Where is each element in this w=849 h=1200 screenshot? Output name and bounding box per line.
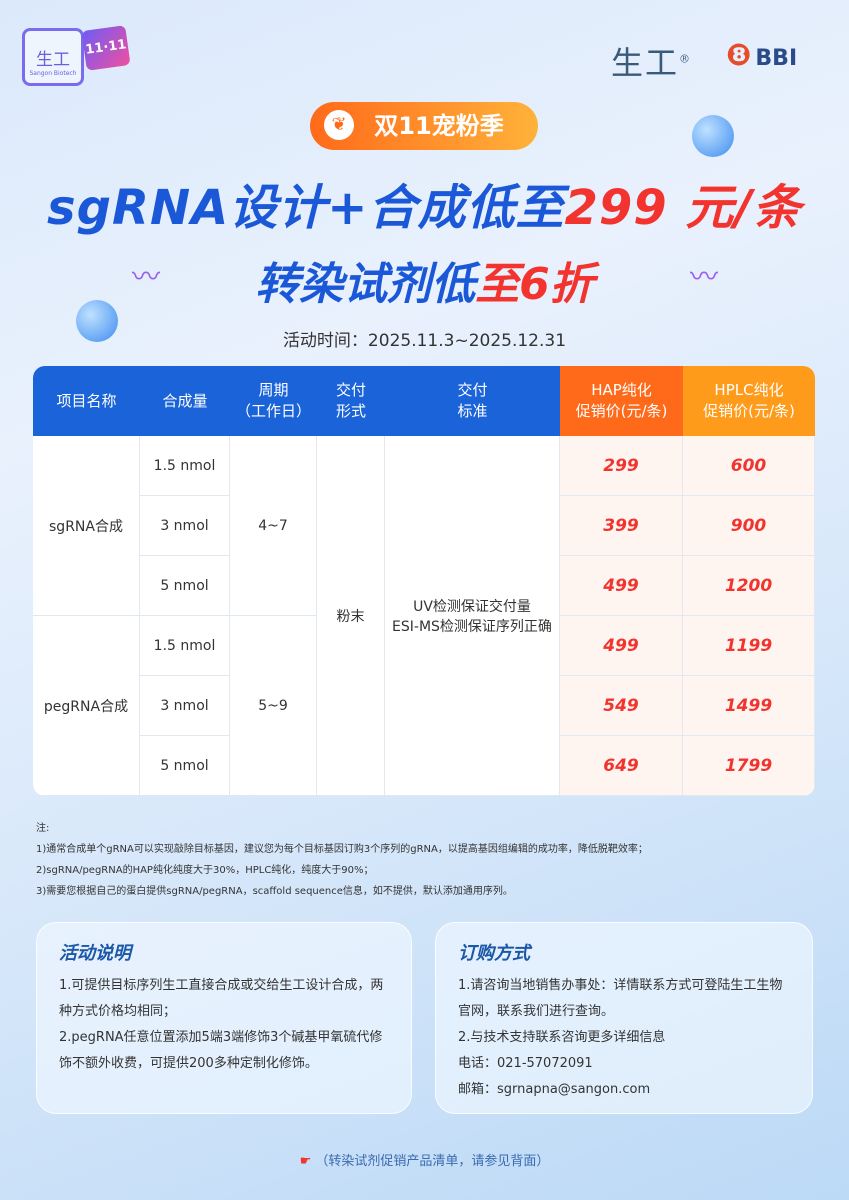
maple-leaf-icon: ❦ <box>324 110 354 140</box>
column-header: 交付 标准 <box>385 366 560 436</box>
activity-card: 活动说明 1.可提供目标序列生工直接合成或交给生工设计合成，两种方式价格均相同；… <box>36 922 412 1114</box>
subheadline: 转染试剂低至6折 <box>0 248 849 312</box>
product-name: sgRNA合成 <box>33 436 140 616</box>
notes: 注: 1)通常合成单个gRNA可以实现敲除目标基因，建议您为每个目标基因订购3个序… <box>36 818 648 902</box>
activity-title: 活动说明 <box>59 943 131 964</box>
cycle-days: 4~7 <box>230 436 317 616</box>
delivery-standard: UV检测保证交付量 ESI-MS检测保证序列正确 <box>385 436 560 796</box>
table-row: 3 nmol 549 1499 <box>33 676 815 736</box>
column-header: HAP纯化 促销价(元/条) <box>560 366 683 436</box>
shopping-bag-icon: 生工 Sangon Biotech <box>22 28 84 86</box>
ribbon-icon: 〰 <box>690 260 719 293</box>
bubble-icon <box>692 115 734 157</box>
bubble-icon <box>76 300 118 342</box>
table-row: 5 nmol 649 1799 <box>33 736 815 796</box>
badge-text: 双11宠粉季 <box>374 112 504 140</box>
column-header: HPLC纯化 促销价(元/条) <box>683 366 815 436</box>
price-table: 项目名称 合成量 周期 （工作日） 交付 形式 交付 标准 HAP纯化 促销价(元/条) H… <box>33 366 815 796</box>
hap-price: 549 <box>560 676 683 736</box>
note-line: 注: <box>36 823 50 834</box>
sangon-brand: 生工® <box>611 38 692 84</box>
table-row: sgRNA合成 1.5 nmol 4~7 粉末 UV检测保证交付量 ESI-MS检测保证… <box>33 436 815 796</box>
subheadline-text: 转染试剂低 <box>255 259 476 310</box>
quantity: 5 nmol <box>140 736 230 796</box>
delivery-form: 粉末 <box>317 436 385 796</box>
ribbon-icon: 〰 <box>132 260 161 293</box>
hplc-price: 900 <box>683 496 815 556</box>
hplc-price: 1799 <box>683 736 815 796</box>
email[interactable]: 邮箱：sgrnapna@sangon.com <box>458 1082 651 1097</box>
pointing-hand-icon: ☛ <box>299 1154 312 1169</box>
activity-line: 1.可提供目标序列生工直接合成或交给生工设计合成，两种方式价格均相同； <box>59 978 384 1019</box>
headline: sgRNA设计+合成低至299 元/条 <box>0 168 849 238</box>
hplc-price: 1200 <box>683 556 815 616</box>
cycle-days: 5~9 <box>230 616 317 796</box>
table-row: pegRNA合成 1.5 nmol 5~9 499 1199 <box>33 616 815 796</box>
order-line: 2.与技术支持联系咨询更多详细信息 <box>458 1030 666 1045</box>
hplc-price: 1499 <box>683 676 815 736</box>
product-name: pegRNA合成 <box>33 616 140 796</box>
footer-note: ☛ （转染试剂促销产品清单，请参见背面） <box>0 1150 849 1169</box>
quantity: 1.5 nmol <box>140 436 230 496</box>
activity-line: 2.pegRNA任意位置添加5端3端修饰3个碱基甲氧硫代修饰不额外收费，可提供2… <box>59 1030 383 1071</box>
registered-mark: ® <box>679 52 693 66</box>
column-header: 交付 形式 <box>317 366 385 436</box>
order-line: 1.请咨询当地销售办事处：详情联系方式可登陆生工生物官网，联系我们进行查询。 <box>458 978 783 1019</box>
subheadline-discount: 至6折 <box>475 259 594 310</box>
bbi-mark-icon: ❽ <box>726 38 752 73</box>
phone: 电话：021-57072091 <box>458 1056 593 1071</box>
logo-subtext: Sangon Biotech <box>29 70 77 77</box>
quantity: 3 nmol <box>140 496 230 556</box>
sangon-1111-logo: 生工 Sangon Biotech 11·11 <box>22 18 132 94</box>
hap-price: 399 <box>560 496 683 556</box>
hap-price: 649 <box>560 736 683 796</box>
headline-text: sgRNA设计+合成低至 <box>47 180 565 236</box>
note-line: 2)sgRNA/pegRNA的HAP纯化纯度大于30%，HPLC纯化，纯度大于9… <box>36 865 374 876</box>
quantity: 1.5 nmol <box>140 616 230 676</box>
column-header: 合成量 <box>140 366 230 436</box>
bbi-text: BBI <box>755 46 798 71</box>
order-title: 订购方式 <box>458 943 530 964</box>
promo-badge: ❦ 双11宠粉季 <box>310 102 538 150</box>
footer-text: （转染试剂促销产品清单，请参见背面） <box>315 1154 550 1169</box>
column-header: 项目名称 <box>33 366 140 436</box>
hap-price: 499 <box>560 556 683 616</box>
note-line: 3)需要您根据自己的蛋白提供sgRNA/pegRNA，scaffold sequ… <box>36 886 513 897</box>
quantity: 3 nmol <box>140 676 230 736</box>
gift-box-icon: 11·11 <box>81 25 131 71</box>
campaign-period: 活动时间：2025.11.3~2025.12.31 <box>282 331 567 351</box>
order-card: 订购方式 1.请咨询当地销售办事处：详情联系方式可登陆生工生物官网，联系我们进行… <box>435 922 813 1114</box>
logo-text: 生工 <box>36 50 70 70</box>
bbi-logo: ❽ BBI <box>726 38 797 73</box>
hap-price: 299 <box>560 436 683 496</box>
hap-price: 499 <box>560 616 683 676</box>
hplc-price: 1199 <box>683 616 815 676</box>
brand-name: 生工 <box>611 44 680 82</box>
quantity: 5 nmol <box>140 556 230 616</box>
headline-price: 299 元/条 <box>564 180 802 236</box>
column-header: 周期 （工作日） <box>230 366 317 436</box>
note-line: 1)通常合成单个gRNA可以实现敲除目标基因，建议您为每个目标基因订购3个序列的… <box>36 844 648 855</box>
table-row: 3 nmol 399 900 <box>33 496 815 556</box>
hplc-price: 600 <box>683 436 815 496</box>
table-row: 5 nmol 499 1200 <box>33 556 815 616</box>
